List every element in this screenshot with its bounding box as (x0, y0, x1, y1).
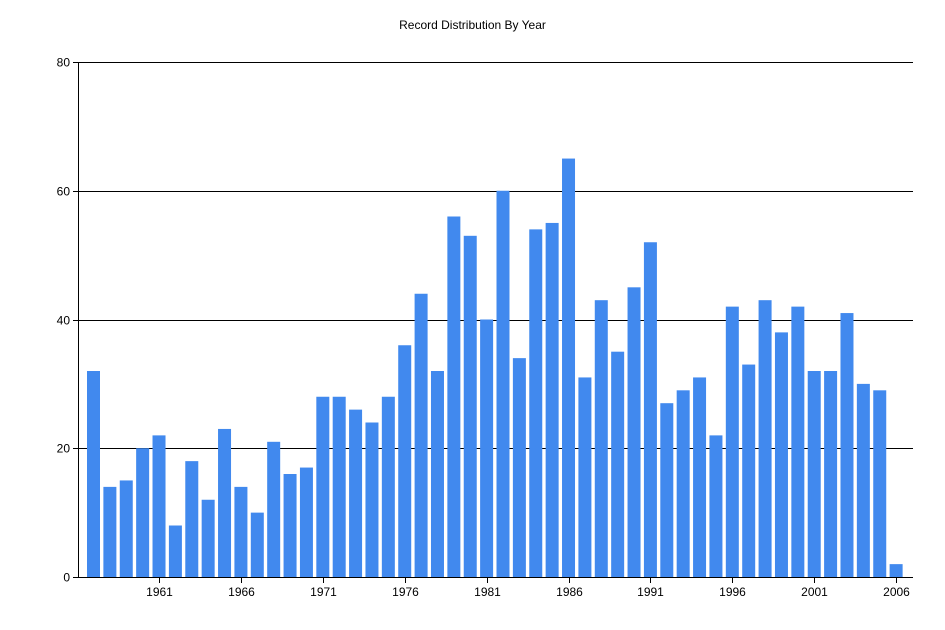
bar-2001 (807, 371, 821, 577)
labels-layer: 0 20 40 60 80 1961 1966 1971 1976 1981 1986 1991 199… (57, 56, 911, 600)
bar-1996 (725, 306, 739, 578)
bar-1958 (103, 486, 117, 578)
bar-1971 (316, 396, 330, 577)
bar-1992 (660, 403, 674, 577)
bar-2006 (889, 564, 903, 578)
x-tick-label: 1991 (637, 585, 664, 599)
bar-1994 (693, 377, 707, 577)
bar-1995 (709, 435, 723, 578)
bar-1990 (627, 287, 641, 577)
bar-1993 (676, 390, 690, 577)
bar-2000 (791, 306, 805, 578)
bar-1998 (758, 300, 772, 577)
bar-1963 (185, 461, 199, 578)
x-tick-label: 1981 (474, 585, 501, 599)
bar-1974 (365, 422, 379, 577)
bar-1976 (398, 345, 412, 577)
y-tick-label: 40 (57, 314, 71, 328)
y-tick-label: 0 (63, 571, 70, 585)
axes-layer (73, 62, 913, 583)
bar-1970 (299, 467, 313, 577)
bar-1983 (512, 358, 526, 578)
bar-1988 (594, 300, 608, 577)
x-tick-label: 1971 (310, 585, 337, 599)
x-tick-label: 2001 (801, 585, 828, 599)
bar-2003 (840, 313, 854, 577)
bar-1972 (332, 396, 346, 577)
bar-1969 (283, 474, 297, 577)
grid-layer (78, 62, 913, 449)
bar-1978 (430, 371, 444, 577)
x-tick-label: 1966 (228, 585, 255, 599)
bar-1965 (218, 428, 232, 577)
bar-1986 (562, 158, 576, 577)
x-tick-label: 1961 (146, 585, 173, 599)
bar-2002 (824, 371, 838, 577)
bar-1957 (87, 371, 100, 577)
bar-1975 (381, 396, 395, 577)
bar-1989 (611, 351, 625, 577)
bar-1979 (447, 216, 461, 577)
bar-1999 (774, 332, 788, 578)
x-tick-label: 1976 (392, 585, 419, 599)
bar-1960 (136, 448, 150, 577)
bar-1985 (545, 222, 559, 577)
y-tick-label: 80 (57, 56, 71, 70)
bar-1977 (414, 293, 428, 577)
bar-1961 (152, 435, 166, 578)
bar-1981 (480, 319, 494, 577)
bar-1967 (250, 512, 264, 578)
chart-title: Record Distribution By Year (399, 18, 546, 32)
bar-1984 (529, 229, 543, 578)
bar-1991 (643, 242, 657, 577)
bar-1997 (742, 364, 756, 577)
bar-1968 (267, 441, 281, 577)
bars-layer (87, 158, 903, 578)
y-tick-label: 60 (57, 185, 71, 199)
bar-1962 (168, 525, 182, 577)
x-tick-label: 1996 (719, 585, 746, 599)
x-tick-label: 2006 (883, 585, 910, 599)
bar-1966 (234, 486, 248, 578)
y-tick-label: 20 (57, 442, 71, 456)
bar-2004 (856, 383, 870, 578)
bar-1973 (349, 409, 363, 578)
bar-1964 (201, 499, 215, 577)
bar-1980 (463, 235, 477, 577)
bar-1982 (496, 190, 510, 577)
bar-1987 (578, 377, 592, 577)
x-tick-label: 1986 (556, 585, 583, 599)
bar-2005 (873, 390, 887, 577)
bar-1959 (119, 480, 133, 577)
